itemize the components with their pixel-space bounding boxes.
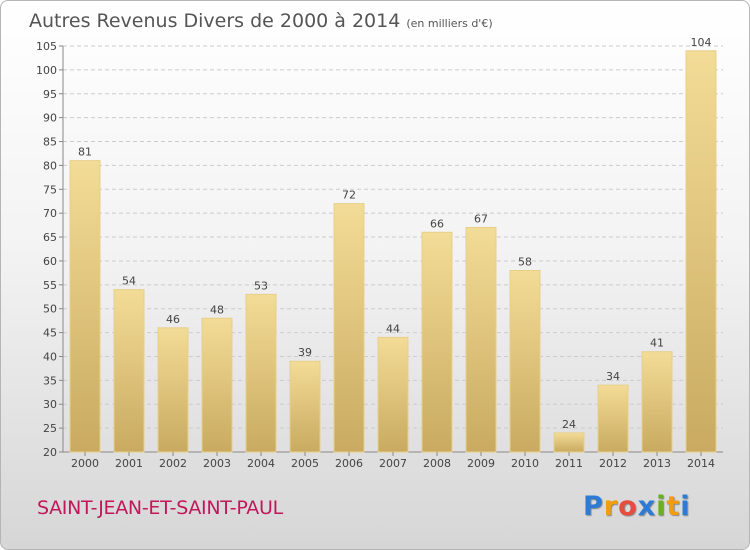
y-tick-label: 20 (43, 446, 57, 459)
bar (641, 351, 673, 453)
data-label: 53 (254, 279, 268, 292)
y-tick-label: 95 (43, 88, 57, 101)
data-label: 34 (606, 370, 620, 383)
x-tick-label: 2007 (379, 457, 407, 470)
bar (465, 227, 497, 453)
data-label: 81 (78, 146, 92, 159)
bar (509, 269, 541, 453)
y-tick-label: 75 (43, 183, 57, 196)
y-tick-label: 70 (43, 207, 57, 220)
data-label: 39 (298, 346, 312, 359)
bar (597, 384, 629, 453)
y-tick-label: 45 (43, 327, 57, 340)
bar (113, 289, 145, 453)
x-tick-label: 2003 (203, 457, 231, 470)
bar (289, 360, 321, 453)
y-tick-label: 65 (43, 231, 57, 244)
bar (421, 231, 453, 453)
bar (201, 317, 233, 453)
bar (333, 203, 365, 453)
y-tick-label: 105 (36, 40, 57, 53)
x-tick-label: 2009 (467, 457, 495, 470)
data-label: 46 (166, 313, 180, 326)
y-tick-label: 80 (43, 159, 57, 172)
x-tick-label: 2008 (423, 457, 451, 470)
x-tick-label: 2001 (115, 457, 143, 470)
x-tick-label: 2010 (511, 457, 539, 470)
data-label: 44 (386, 322, 400, 335)
y-tick-label: 85 (43, 136, 57, 149)
x-tick-label: 2006 (335, 457, 363, 470)
y-tick-label: 30 (43, 398, 57, 411)
town-name: SAINT-JEAN-ET-SAINT-PAUL (37, 497, 283, 519)
data-label: 67 (474, 213, 488, 226)
x-tick-label: 2012 (599, 457, 627, 470)
data-label: 58 (518, 255, 532, 268)
x-tick-label: 2011 (555, 457, 583, 470)
data-label: 24 (562, 418, 576, 431)
y-tick-label: 100 (36, 64, 57, 77)
title-text: Autres Revenus Divers de 2000 à 2014 (29, 10, 401, 32)
y-tick-label: 35 (43, 374, 57, 387)
x-tick-label: 2004 (247, 457, 275, 470)
chart-title: Autres Revenus Divers de 2000 à 2014 (en … (29, 10, 493, 32)
bar (377, 336, 409, 453)
bar (157, 327, 189, 453)
bar (685, 50, 717, 453)
data-label: 104 (691, 36, 712, 49)
x-tick-label: 2013 (643, 457, 671, 470)
chart-subtitle: (en milliers d'€) (406, 17, 493, 30)
data-label: 41 (650, 337, 664, 350)
data-label: 72 (342, 189, 356, 202)
x-tick-label: 2002 (159, 457, 187, 470)
x-tick-label: 2000 (71, 457, 99, 470)
y-tick-label: 40 (43, 350, 57, 363)
y-tick-label: 50 (43, 303, 57, 316)
data-label: 48 (210, 303, 224, 316)
bar (69, 160, 101, 453)
y-tick-label: 60 (43, 255, 57, 268)
y-tick-label: 55 (43, 279, 57, 292)
brand-logo: Proxiti (583, 491, 691, 522)
data-label: 54 (122, 275, 136, 288)
bar (553, 432, 585, 453)
x-tick-label: 2014 (687, 457, 715, 470)
y-tick-label: 90 (43, 112, 57, 125)
y-tick-label: 25 (43, 422, 57, 435)
x-tick-label: 2005 (291, 457, 319, 470)
bar (245, 293, 277, 453)
data-label: 66 (430, 217, 444, 230)
